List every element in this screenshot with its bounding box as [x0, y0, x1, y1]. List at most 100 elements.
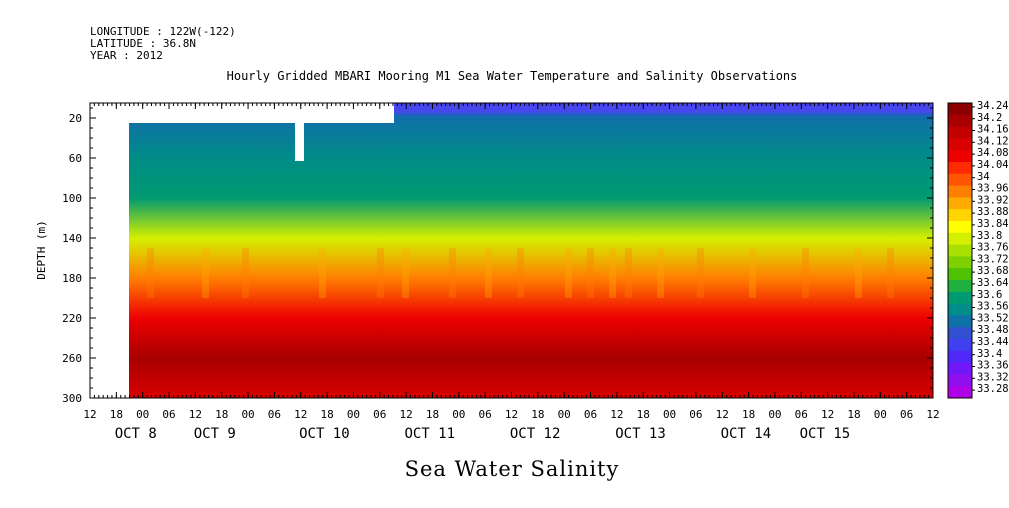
colorbar: 34.2434.234.1634.1234.0834.043433.9633.9… [947, 100, 1009, 399]
mixing-column [855, 248, 862, 298]
latitude-label: LATITUDE : 36.8N [90, 37, 196, 50]
mixing-column [517, 248, 524, 298]
colorbar-tick-label: 33.28 [977, 383, 1009, 395]
colorbar-tick-label: 33.8 [977, 230, 1002, 242]
colorbar-tick-label: 34.16 [977, 124, 1009, 136]
colorbar-swatch [948, 374, 972, 387]
colorbar-tick-label: 33.68 [977, 265, 1009, 277]
x-hour-tick-label: 12 [716, 408, 729, 421]
y-tick-label: 180 [62, 272, 82, 285]
x-hour-tick-label: 18 [637, 408, 650, 421]
colorbar-swatch [948, 173, 972, 187]
x-hour-tick-label: 00 [874, 408, 887, 421]
colorbar-tick-label: 33.56 [977, 301, 1009, 313]
colorbar-swatch [948, 244, 972, 257]
colorbar-tick-label: 34.04 [977, 159, 1009, 171]
colorbar-swatch [948, 386, 972, 399]
x-hour-tick-label: 00 [558, 408, 571, 421]
colorbar-tick-label: 34 [977, 171, 990, 183]
colorbar-tick-label: 33.72 [977, 253, 1009, 265]
colorbar-swatch [948, 150, 972, 163]
x-hour-tick-label: 06 [479, 408, 492, 421]
colorbar-tick-label: 33.96 [977, 183, 1009, 195]
x-day-label: OCT 10 [299, 426, 350, 442]
colorbar-swatch [948, 339, 972, 352]
salinity-field [90, 103, 933, 398]
colorbar-tick-label: 33.92 [977, 194, 1009, 206]
x-day-label: OCT 11 [404, 426, 455, 442]
colorbar-tick-label: 34.08 [977, 147, 1009, 159]
colorbar-tick-label: 33.84 [977, 218, 1009, 230]
x-hour-tick-label: 00 [136, 408, 149, 421]
colorbar-swatch [948, 327, 972, 340]
x-hour-tick-label: 18 [215, 408, 228, 421]
chart-title: Hourly Gridded MBARI Mooring M1 Sea Wate… [227, 69, 798, 83]
x-hour-tick-label: 18 [531, 408, 544, 421]
colorbar-swatch [948, 114, 972, 128]
x-hour-tick-label: 12 [189, 408, 202, 421]
plot-area [90, 103, 933, 398]
missing-data-left [90, 103, 129, 398]
x-hour-tick-label: 18 [426, 408, 439, 421]
x-hour-tick-label: 00 [452, 408, 465, 421]
x-hour-tick-label: 06 [795, 408, 808, 421]
mixing-column [749, 248, 756, 298]
x-day-label: OCT 13 [615, 426, 666, 442]
x-hour-tick-label: 06 [900, 408, 913, 421]
x-hour-tick-label: 00 [241, 408, 254, 421]
colorbar-tick-label: 33.36 [977, 360, 1009, 372]
x-hour-tick-label: 06 [689, 408, 702, 421]
colorbar-tick-label: 34.24 [977, 100, 1009, 112]
mixing-column [625, 248, 632, 298]
y-tick-label: 260 [62, 352, 82, 365]
y-tick-label: 20 [69, 112, 82, 125]
x-hour-tick-label: 18 [320, 408, 333, 421]
mixing-column [887, 248, 894, 298]
mixing-column [147, 248, 154, 298]
mixing-column [202, 248, 209, 298]
colorbar-tick-label: 33.76 [977, 242, 1009, 254]
x-hour-tick-label: 12 [505, 408, 518, 421]
colorbar-swatch [948, 126, 972, 139]
colorbar-tick-label: 33.88 [977, 206, 1009, 218]
y-tick-label: 60 [69, 152, 82, 165]
x-hour-tick-label: 12 [83, 408, 96, 421]
colorbar-tick-label: 33.32 [977, 371, 1009, 383]
y-tick-label: 100 [62, 192, 82, 205]
x-day-label: OCT 15 [800, 426, 851, 442]
y-tick-label: 140 [62, 232, 82, 245]
x-day-label: OCT 14 [721, 426, 772, 442]
colorbar-swatch [948, 197, 972, 210]
x-hour-tick-label: 00 [663, 408, 676, 421]
colorbar-swatch [948, 350, 972, 364]
mixing-column [449, 248, 456, 298]
y-axis: 20 60 100 140 180 220 260 300 [62, 107, 933, 405]
x-hour-tick-label: 00 [347, 408, 360, 421]
mixing-column [242, 248, 249, 298]
colorbar-swatch [948, 103, 972, 116]
x-hour-tick-label: 12 [294, 408, 307, 421]
mixing-column [802, 248, 809, 298]
mixing-column [377, 248, 384, 298]
x-hour-tick-label: 06 [584, 408, 597, 421]
colorbar-swatch [948, 138, 972, 151]
y-tick-label: 220 [62, 312, 82, 325]
colorbar-swatch [948, 256, 972, 269]
mixing-column [402, 248, 409, 298]
mixing-column [565, 248, 572, 298]
mixing-column [697, 248, 704, 298]
x-hour-tick-label: 18 [742, 408, 755, 421]
colorbar-swatch [948, 268, 972, 281]
x-hour-tick-label: 12 [400, 408, 413, 421]
colorbar-swatch [948, 185, 972, 198]
colorbar-frame [947, 102, 973, 399]
x-hour-tick-label: 00 [768, 408, 781, 421]
colorbar-swatch [948, 315, 972, 328]
colorbar-swatch [948, 209, 972, 222]
colorbar-tick-label: 33.64 [977, 277, 1009, 289]
x-hour-tick-label: 06 [268, 408, 281, 421]
mixing-column [319, 248, 326, 298]
colorbar-tick-label: 33.6 [977, 289, 1002, 301]
colorbar-tick-label: 33.4 [977, 348, 1002, 360]
